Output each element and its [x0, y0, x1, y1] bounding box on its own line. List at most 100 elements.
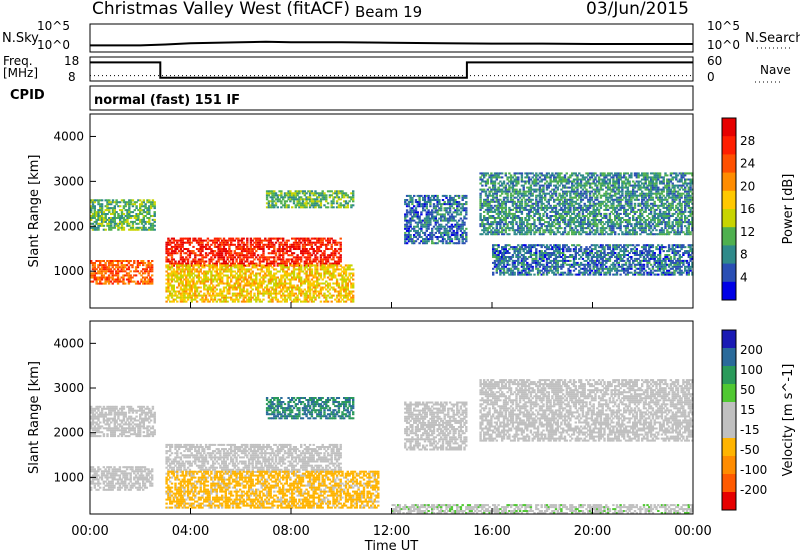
power-cell [332, 200, 335, 203]
power-cell [531, 172, 534, 175]
power-cell [137, 213, 140, 216]
power-cell [346, 298, 349, 301]
power-cell [486, 217, 489, 220]
power-cell [247, 268, 251, 271]
power-cell [303, 194, 306, 197]
power-cell [526, 231, 529, 234]
power-cell [461, 219, 464, 222]
power-cell [201, 243, 204, 246]
power-cell [283, 196, 287, 199]
power-cell [113, 209, 117, 212]
power-cell [231, 239, 235, 242]
power-cell [416, 203, 419, 206]
power-cell [247, 270, 251, 273]
power-cell [438, 201, 441, 204]
power-cell [581, 227, 585, 230]
power-cell [256, 241, 260, 244]
power-cell [111, 211, 115, 214]
power-cell [497, 202, 500, 205]
power-cell [276, 198, 279, 201]
power-cell [170, 294, 174, 297]
power-cell [594, 172, 597, 175]
power-cell [533, 190, 536, 193]
power-cell [195, 274, 199, 277]
power-cell [170, 288, 174, 291]
power-cell [314, 237, 317, 240]
power-cell [210, 258, 213, 261]
power-cell [450, 234, 454, 237]
power-cell [122, 226, 126, 229]
power-cell [125, 268, 129, 271]
power-cell [310, 254, 314, 257]
power-cell [235, 288, 238, 291]
power-cell [194, 274, 197, 277]
power-cell [517, 225, 520, 228]
power-cell [502, 206, 506, 209]
power-cell [436, 225, 439, 228]
power-cell [231, 254, 235, 257]
power-cell [490, 174, 493, 177]
power-cell [524, 182, 527, 185]
nave-label: Nave [760, 63, 791, 77]
power-cell [167, 268, 170, 271]
power-cell [492, 186, 495, 189]
power-cell [511, 223, 515, 226]
power-cell [538, 219, 542, 222]
power-cell [562, 208, 565, 211]
power-cell [215, 274, 218, 277]
power-cell [432, 207, 436, 210]
power-cell [99, 260, 102, 263]
power-cell [208, 245, 211, 248]
power-cell [188, 290, 192, 293]
power-cell [303, 190, 306, 193]
power-cell [208, 239, 211, 242]
power-cell [513, 217, 516, 220]
power-cell [237, 237, 240, 240]
power-cell [308, 264, 312, 267]
power-cell [179, 286, 183, 289]
power-cell [301, 280, 305, 283]
power-cell [107, 276, 111, 279]
power-cell [276, 262, 279, 265]
power-cell [305, 292, 308, 295]
power-cell [301, 243, 305, 246]
power-cell [330, 245, 333, 248]
power-cell [197, 241, 201, 244]
power-cell [147, 278, 150, 281]
power-cell [558, 174, 561, 177]
power-cell [303, 239, 306, 242]
power-cell [111, 262, 114, 265]
power-cell [106, 224, 109, 227]
power-cell [501, 229, 504, 232]
power-cell [425, 219, 428, 222]
power-cell [217, 274, 220, 277]
power-cell [300, 284, 303, 287]
power-cell [411, 242, 414, 245]
power-cell [106, 222, 109, 225]
power-cell [230, 268, 233, 271]
power-cell [134, 282, 138, 285]
power-cell [267, 294, 271, 297]
power-cell [328, 266, 332, 269]
power-cell [556, 172, 559, 175]
power-cell [296, 237, 299, 240]
power-cell [484, 217, 488, 220]
power-cell [294, 241, 297, 244]
power-cell [545, 180, 549, 183]
power-cell [242, 276, 245, 279]
power-cell [457, 223, 461, 226]
power-cell [542, 184, 545, 187]
power-cell [545, 188, 549, 191]
power-cell [300, 288, 303, 291]
power-cell [104, 228, 107, 231]
power-cell [308, 274, 312, 277]
power-cell [405, 215, 409, 218]
power-cell [592, 192, 595, 195]
power-cell [185, 278, 188, 281]
power-cell [292, 243, 296, 246]
power-cell [459, 234, 463, 237]
power-cell [278, 243, 281, 246]
power-cell [308, 206, 312, 209]
power-cell [190, 298, 193, 301]
power-cell [427, 225, 430, 228]
